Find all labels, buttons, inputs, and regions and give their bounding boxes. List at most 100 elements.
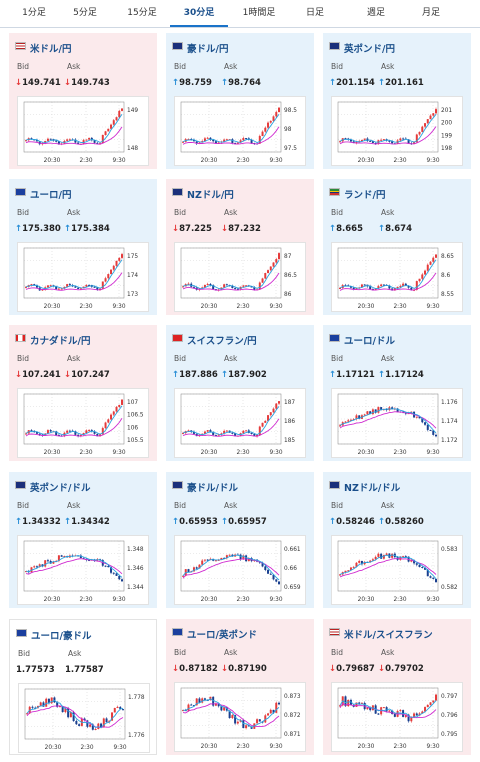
price-chart[interactable]: 0.661 0.66 0.659 20:30 2:30 9:30 [174, 535, 306, 605]
currency-card[interactable]: ユーロ/ドル Bid Ask ↑1.17121 ↑1.17124 1.176 1.174 1.… [323, 325, 471, 461]
currency-card[interactable]: カナダドル/円 Bid Ask ↓107.241 ↓107.247 107 106.5 106… [9, 325, 157, 461]
candle [223, 430, 226, 434]
candle [35, 140, 38, 142]
pair-title[interactable]: 米ドル/スイスフラン [329, 627, 433, 641]
currency-card[interactable]: ランド/円 Bid Ask ↑8.665 ↑8.674 8.65 8.6 8.55 20:30 2… [323, 179, 471, 315]
eu-us-flag-icon [329, 334, 340, 342]
candlestick-chart-svg: 1.176 1.174 1.172 20:30 2:30 9:30 [337, 393, 458, 456]
candle [413, 142, 416, 144]
price-chart[interactable]: 175 174 173 20:30 2:30 9:30 [17, 242, 149, 312]
tab-5[interactable]: 日足 [305, 8, 324, 18]
tab-4[interactable]: 1時間足 [242, 8, 276, 18]
pair-title[interactable]: 豪ドル/ドル [172, 480, 238, 494]
currency-card[interactable]: 英ポンド/ドル Bid Ask ↑1.34332 ↑1.34342 1.348 1.346 1… [9, 472, 157, 608]
candle [57, 435, 60, 437]
candle [424, 707, 427, 712]
price-chart[interactable]: 0.583 0.582 20:30 2:30 9:30 [331, 535, 463, 605]
currency-card[interactable]: 豪ドル/円 Bid Ask ↑98.759 ↑98.764 98.5 98 97.5 20:30… [166, 33, 314, 169]
candle [245, 725, 248, 729]
price-chart[interactable]: 0.797 0.796 0.795 20:30 2:30 9:30 [331, 682, 463, 752]
pair-title[interactable]: ユーロ/ドル [329, 333, 395, 347]
candle [404, 283, 407, 286]
price-chart[interactable]: 201 200 199 198 20:30 2:30 9:30 [331, 96, 463, 166]
price-chart[interactable]: 98.5 98 97.5 20:30 2:30 9:30 [174, 96, 306, 166]
y-tick-label: 187 [284, 400, 295, 406]
candle [393, 288, 396, 291]
ask-value: ↑8.674 [378, 224, 412, 234]
candle [421, 126, 424, 132]
currency-card[interactable]: 豪ドル/ドル Bid Ask ↑0.65953 ↑0.65957 0.661 0.66 0.6… [166, 472, 314, 608]
candle [88, 560, 91, 562]
candle [203, 559, 206, 561]
tab-7[interactable]: 月足 [421, 8, 440, 18]
currency-card[interactable]: NZドル/ドル Bid Ask ↑0.58246 ↑0.58260 0.583 0.582 2… [323, 472, 471, 608]
pair-title[interactable]: 英ポンド/ドル [15, 480, 90, 494]
candle [344, 421, 347, 423]
x-tick-label: 9:30 [269, 158, 282, 164]
currency-card[interactable]: ユーロ/円 Bid Ask ↑175.380 ↑175.384 175 174 173 20:3… [9, 179, 157, 315]
pair-title[interactable]: ユーロ/豪ドル [16, 628, 91, 642]
pair-title[interactable]: NZドル/ドル [329, 480, 400, 494]
tab-2[interactable]: 15分足 [127, 8, 157, 18]
price-chart[interactable]: 187 186 185 20:30 2:30 9:30 [174, 388, 306, 458]
candle [432, 577, 435, 579]
currency-card[interactable]: 米ドル/円 Bid Ask ↓149.741 ↓149.743 149 148 20:30 2:… [9, 33, 157, 169]
ma-line-short [182, 698, 280, 728]
tab-6[interactable]: 週足 [366, 8, 385, 18]
currency-card[interactable]: 米ドル/スイスフラン Bid Ask ↓0.79687 ↓0.79702 0.797 0.7… [323, 619, 471, 755]
candle [192, 431, 195, 434]
candle [85, 139, 88, 141]
bid-label: Bid [17, 208, 29, 217]
ask-label: Ask [381, 208, 395, 217]
currency-card[interactable]: NZドル/円 Bid Ask ↓87.225 ↓87.232 87 86.5 86 20:30 2… [166, 179, 314, 315]
price-chart[interactable]: 107 106.5 106 105.5 20:30 2:30 9:30 [17, 388, 149, 458]
currency-card[interactable]: ユーロ/英ポンド Bid Ask ↓0.87182 ↓0.87190 0.873 0.872… [166, 619, 314, 755]
tab-0[interactable]: 1分足 [22, 8, 46, 18]
za-jp-flag-icon [329, 188, 340, 196]
candle [360, 702, 363, 704]
ask-value-text: 98.764 [228, 78, 261, 88]
candle [68, 284, 71, 286]
currency-card[interactable]: スイスフラン/円 Bid Ask ↑187.886 ↑187.902 187 186 185 2… [166, 325, 314, 461]
price-chart[interactable]: 0.873 0.872 0.871 20:30 2:30 9:30 [174, 682, 306, 752]
candle [30, 430, 33, 432]
currency-card[interactable]: ユーロ/豪ドル Bid Ask 1.77573 1.77587 1.778 1.776 20:… [9, 619, 157, 755]
candle [410, 717, 413, 722]
price-chart[interactable]: 87 86.5 86 20:30 2:30 9:30 [174, 242, 306, 312]
candlestick-chart-svg: 0.797 0.796 0.795 20:30 2:30 9:30 [337, 687, 458, 750]
candle [435, 109, 437, 114]
candle [77, 142, 80, 144]
bid-label: Bid [331, 62, 343, 71]
pair-title-text: 豪ドル/ドル [187, 483, 238, 494]
candlestick-chart-svg: 0.873 0.872 0.871 20:30 2:30 9:30 [180, 687, 301, 750]
candle [39, 702, 42, 706]
pair-title[interactable]: 豪ドル/円 [172, 41, 228, 55]
tab-1[interactable]: 5分足 [73, 8, 97, 18]
ask-value: ↑98.764 [221, 78, 261, 88]
pair-title-text: 英ポンド/ドル [30, 483, 91, 494]
pair-title[interactable]: NZドル/円 [172, 187, 234, 201]
price-chart[interactable]: 1.778 1.776 20:30 2:30 9:30 [18, 683, 150, 753]
price-chart[interactable]: 1.176 1.174 1.172 20:30 2:30 9:30 [331, 388, 463, 458]
candle [223, 284, 226, 288]
y-tick-label: 0.582 [441, 585, 458, 591]
x-tick-label: 20:30 [201, 744, 218, 750]
tab-3[interactable]: 30分足 [170, 0, 228, 27]
currency-card[interactable]: 英ポンド/円 Bid Ask ↑201.154 ↑201.161 201 200 199 198… [323, 33, 471, 169]
price-chart[interactable]: 8.65 8.6 8.55 20:30 2:30 9:30 [331, 242, 463, 312]
pair-title[interactable]: 英ポンド/円 [329, 41, 395, 55]
pair-title[interactable]: 米ドル/円 [15, 41, 71, 55]
candle [432, 430, 435, 435]
pair-title[interactable]: ユーロ/円 [15, 187, 71, 201]
pair-title[interactable]: カナダドル/円 [15, 333, 90, 347]
pair-title[interactable]: ユーロ/英ポンド [172, 627, 257, 641]
pair-title[interactable]: スイスフラン/円 [172, 333, 257, 347]
bid-value-text: 107.241 [22, 370, 61, 380]
y-tick-label: 106 [127, 425, 138, 431]
price-chart[interactable]: 149 148 20:30 2:30 9:30 [17, 96, 149, 166]
candle [404, 714, 407, 717]
pair-title[interactable]: ランド/円 [329, 187, 385, 201]
price-chart[interactable]: 1.348 1.346 1.344 20:30 2:30 9:30 [17, 535, 149, 605]
candle [247, 725, 250, 727]
y-tick-label: 86.5 [284, 273, 297, 279]
